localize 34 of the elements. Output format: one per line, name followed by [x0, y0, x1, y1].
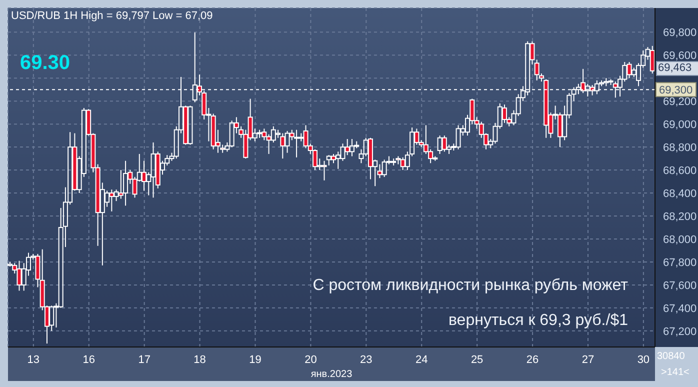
y-tick-label: 68,800 — [663, 142, 697, 154]
y-tick-label: 68,400 — [663, 188, 697, 200]
text: 30840 — [657, 351, 685, 362]
y-tick-label: 68,200 — [663, 210, 697, 223]
x-tick-label: 16 — [82, 354, 95, 366]
y-tick-label: 68,000 — [663, 234, 697, 246]
x-tick-label: 24 — [415, 354, 428, 366]
x-tick-label: 17 — [138, 354, 150, 366]
x-tick-label: 19 — [249, 354, 262, 366]
x-tick-label: 13 — [27, 354, 40, 366]
y-tick-label: 69,800 — [663, 27, 697, 40]
x-tick-label: 25 — [470, 354, 484, 366]
y-tick-label: 67,600 — [663, 280, 697, 292]
x-tick-label: 20 — [304, 354, 317, 366]
annotation: вернуться к 69,3 руб./$1 — [448, 312, 628, 330]
x-tick-label: 23 — [360, 354, 372, 366]
y-tick-label: 69,200 — [663, 96, 697, 108]
y-tick-label: 67,400 — [663, 302, 697, 315]
x-tick-label: 27 — [582, 354, 594, 366]
ref-line-label: 69,300 — [659, 84, 693, 97]
annotation: 69.30 — [20, 52, 70, 75]
annotation: С ростом ликвидности рынка рубль может — [312, 277, 628, 295]
x-tick-label: 18 — [194, 354, 206, 366]
y-tick-label: 69,600 — [663, 50, 697, 62]
x-tick-label: 30 — [637, 354, 650, 366]
x-tick-label: 26 — [526, 354, 539, 366]
y-tick-label: 67,200 — [663, 326, 697, 338]
text: 69,463 — [656, 61, 698, 76]
y-tick-label: 67,800 — [663, 256, 697, 269]
x-axis-title: янв.2023 — [310, 369, 353, 380]
text: >141< — [661, 367, 690, 378]
y-tick-label: 69,000 — [663, 118, 697, 131]
chart-title: USD/RUB 1H High = 69,797 Low = 67,09 — [11, 10, 213, 22]
y-tick-label: 68,600 — [663, 164, 697, 177]
